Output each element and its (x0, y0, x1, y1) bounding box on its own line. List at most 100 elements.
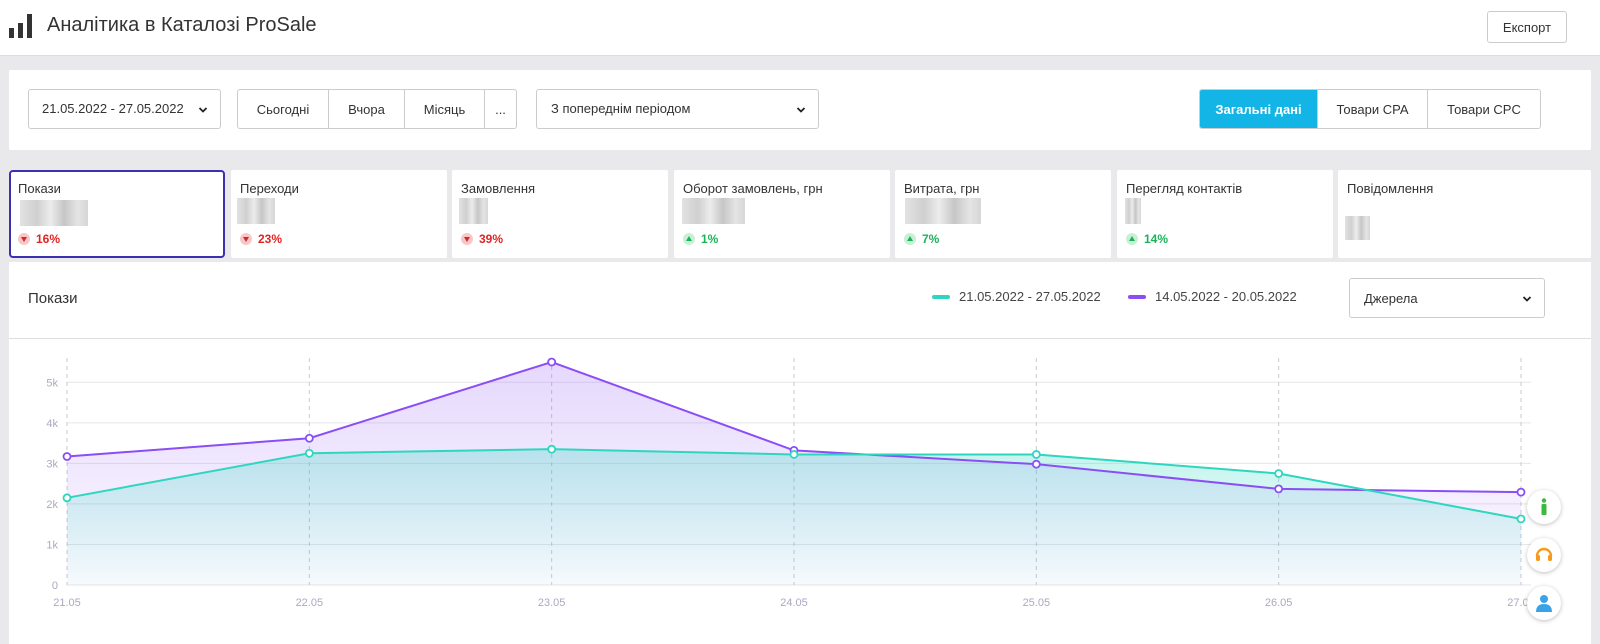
top-bar: Аналітика в Каталозі ProSale Експорт (0, 0, 1600, 56)
current-period-point (547, 444, 557, 454)
blurred-value (1125, 198, 1141, 224)
metric-change-value: 14% (1144, 232, 1169, 246)
blurred-value (459, 198, 488, 224)
metric-change: 14% (1126, 232, 1168, 246)
export-button[interactable]: Експорт (1487, 11, 1567, 43)
headset-icon (1535, 547, 1553, 561)
period-buttons: Сьогодні Вчора Місяць ... (237, 89, 517, 129)
metric-card-spend[interactable]: Витрата, грн 7% (895, 170, 1111, 258)
sources-value: Джерела (1364, 291, 1418, 306)
tab-products-cpa[interactable]: Товари CPA (1318, 90, 1428, 128)
chevron-down-icon (198, 107, 208, 113)
metric-change: 39% (461, 232, 503, 246)
legend-swatch (1128, 294, 1146, 299)
arrow-up-icon (1126, 233, 1138, 245)
blurred-value (237, 198, 275, 224)
blurred-value (20, 200, 88, 226)
view-tabs: Загальні дані Товари CPA Товари CPC (1199, 89, 1541, 129)
legend-swatch (932, 294, 950, 299)
info-button[interactable] (1527, 490, 1561, 524)
x-tick-label: 24.05 (780, 597, 808, 609)
tab-general-data[interactable]: Загальні дані (1200, 90, 1318, 128)
current-period-point (1031, 450, 1041, 459)
y-tick-label: 5k (46, 377, 58, 389)
metric-label: Покази (18, 181, 61, 196)
current-period-area (67, 449, 1521, 585)
metric-label: Повідомлення (1347, 181, 1434, 196)
previous-period-point (1516, 487, 1526, 497)
metric-card-messages[interactable]: Повідомлення (1338, 170, 1591, 258)
metric-label: Замовлення (461, 181, 536, 196)
metric-card-contact-views[interactable]: Перегляд контактів 14% (1117, 170, 1333, 258)
support-button[interactable] (1527, 538, 1561, 572)
metric-change-value: 23% (258, 232, 283, 246)
current-period-point (1516, 514, 1526, 524)
period-more-button[interactable]: ... (495, 102, 506, 117)
metric-change-value: 39% (479, 232, 504, 246)
arrow-down-icon (240, 233, 252, 245)
x-tick-label: 25.05 (1023, 597, 1051, 609)
metric-label: Перегляд контактів (1126, 181, 1243, 196)
tab-products-cpc[interactable]: Товари CPC (1428, 90, 1540, 128)
arrow-up-icon (904, 233, 916, 245)
metric-card-turnover[interactable]: Оборот замовлень, грн 1% (674, 170, 890, 258)
compare-period-select[interactable]: З попереднім періодом (536, 89, 819, 129)
x-tick-label: 22.05 (296, 597, 324, 609)
blurred-value (682, 198, 745, 224)
y-tick-label: 3k (46, 458, 58, 470)
metric-change-value: 1% (701, 232, 719, 246)
previous-period-point (1274, 484, 1284, 494)
blurred-value (905, 198, 981, 224)
current-period-point (304, 448, 314, 458)
legend-item-previous[interactable]: 14.05.2022 - 20.05.2022 (1128, 289, 1297, 304)
y-tick-label: 0 (52, 580, 58, 592)
legend-label: 21.05.2022 - 27.05.2022 (959, 289, 1101, 304)
x-tick-label: 21.05 (53, 597, 81, 609)
metric-card-impressions[interactable]: Покази 16% (9, 170, 225, 258)
period-today-button[interactable]: Сьогодні (238, 90, 329, 128)
chevron-down-icon (796, 107, 806, 113)
x-tick-label: 23.05 (538, 597, 566, 609)
metric-change: 1% (683, 232, 718, 246)
arrow-down-icon (18, 233, 30, 245)
blurred-value (1345, 216, 1370, 240)
previous-period-point (62, 452, 72, 461)
bar-chart-icon (9, 14, 32, 38)
page-title: Аналітика в Каталозі ProSale (47, 14, 317, 36)
previous-period-point (304, 433, 314, 443)
date-range-value: 21.05.2022 - 27.05.2022 (42, 101, 184, 116)
manager-button[interactable] (1527, 586, 1561, 620)
user-icon (1536, 595, 1552, 612)
chart-panel: Покази 21.05.2022 - 27.05.2022 14.05.202… (9, 262, 1591, 644)
date-range-select[interactable]: 21.05.2022 - 27.05.2022 (28, 89, 221, 129)
sources-select[interactable]: Джерела (1349, 278, 1545, 318)
metric-label: Витрата, грн (904, 181, 980, 196)
current-period-point (789, 450, 799, 459)
arrow-down-icon (461, 233, 473, 245)
y-tick-label: 2k (46, 499, 58, 511)
metric-change-value: 16% (36, 232, 61, 246)
legend-label: 14.05.2022 - 20.05.2022 (1155, 289, 1297, 304)
compare-period-value: З попереднім періодом (551, 101, 691, 116)
metric-change: 23% (240, 232, 282, 246)
metric-card-clicks[interactable]: Переходи 23% (231, 170, 447, 258)
chevron-down-icon (1522, 296, 1532, 302)
divider (9, 338, 1591, 339)
current-period-point (62, 493, 72, 503)
legend-item-current[interactable]: 21.05.2022 - 27.05.2022 (932, 289, 1101, 304)
impressions-chart: 0 1k 2k 3k 4k 5k 21.05 22.05 23.05 24.05 25.05 26.0… (46, 357, 1535, 609)
metric-label: Оборот замовлень, грн (683, 181, 823, 196)
info-icon (1541, 498, 1547, 515)
metric-change-value: 7% (922, 232, 940, 246)
previous-period-point (547, 357, 557, 367)
previous-period-point (1031, 459, 1041, 469)
metric-change: 7% (904, 232, 939, 246)
metric-card-orders[interactable]: Замовлення 39% (452, 170, 668, 258)
period-month-button[interactable]: Місяць (405, 90, 485, 128)
period-yesterday-button[interactable]: Вчора (329, 90, 405, 128)
chart-title: Покази (28, 290, 78, 307)
current-period-point (1274, 469, 1284, 478)
metric-cards: Покази 16% Переходи 23% Замовлення 39% О… (9, 170, 1591, 258)
filter-bar: 21.05.2022 - 27.05.2022 Сьогодні Вчора М… (9, 70, 1591, 150)
metric-change: 16% (18, 232, 60, 246)
